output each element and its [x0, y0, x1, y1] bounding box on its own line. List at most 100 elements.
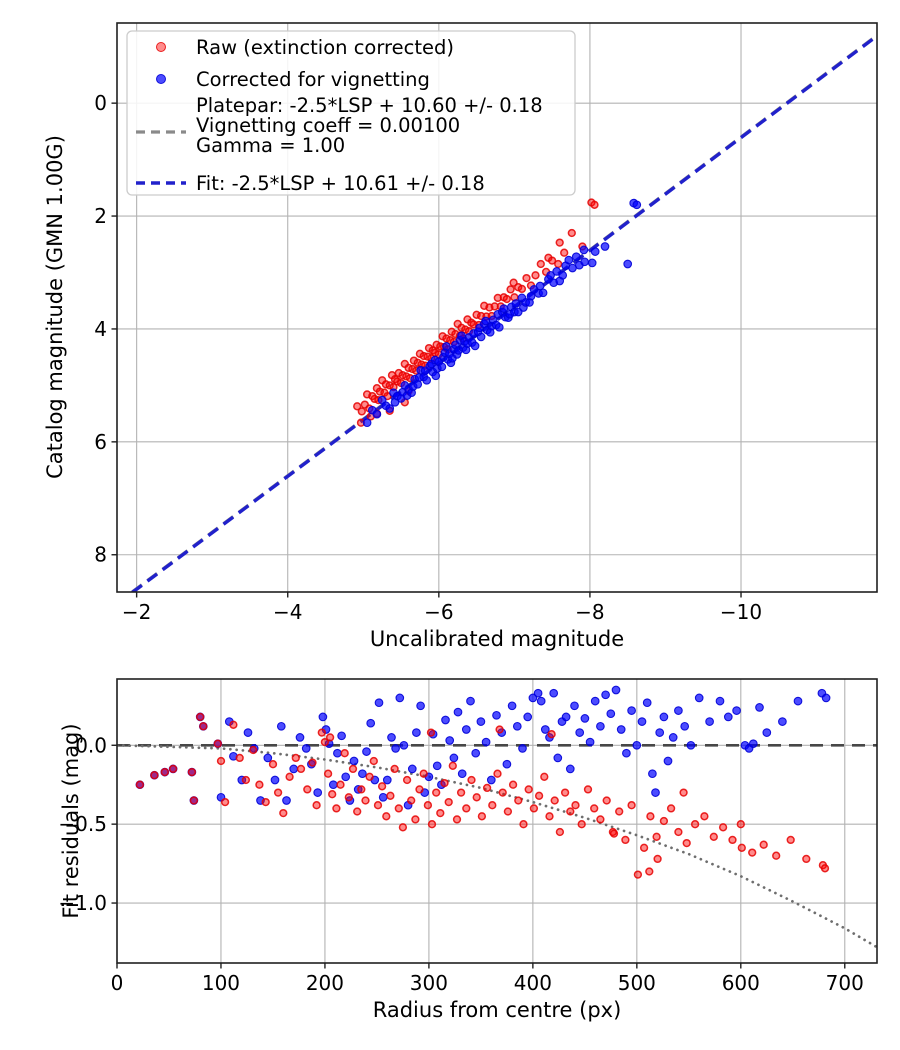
data-point-blue	[328, 780, 338, 790]
data-point-red	[560, 248, 569, 257]
data-point-red	[235, 753, 244, 763]
data-point-red	[328, 790, 337, 799]
data-point-red	[820, 864, 830, 873]
data-point-red	[348, 764, 358, 774]
data-point-blue	[318, 712, 328, 722]
data-point-red	[550, 796, 559, 805]
data-point-red	[365, 772, 374, 781]
data-point-red	[336, 780, 345, 789]
data-point-red	[255, 780, 264, 789]
data-point-red	[772, 851, 781, 860]
data-point-blue	[694, 693, 704, 703]
data-point-red	[517, 284, 527, 294]
data-point-red	[506, 285, 515, 294]
data-point-blue	[705, 717, 714, 726]
data-point-blue	[270, 775, 280, 785]
y-tick-label: 8	[94, 543, 107, 567]
data-point-red	[472, 793, 481, 802]
data-point-blue	[518, 744, 527, 753]
data-point-red	[547, 730, 556, 739]
data-point-blue	[748, 739, 758, 749]
data-point-red	[524, 785, 533, 794]
legend-label-raw: Raw (extinction corrected)	[196, 36, 454, 59]
data-point-red	[493, 293, 502, 303]
data-point-red	[674, 827, 683, 837]
data-point-blue	[437, 362, 447, 372]
data-point-blue	[732, 706, 741, 715]
data-point-red	[666, 804, 676, 813]
data-point-blue	[632, 200, 642, 210]
data-point-red	[571, 801, 580, 810]
data-point-red	[440, 778, 449, 788]
data-point-red	[323, 769, 333, 778]
data-point-red	[802, 854, 811, 864]
data-point-blue	[341, 772, 351, 782]
data-point-red	[786, 835, 795, 845]
data-point-blue	[540, 725, 550, 734]
data-point-red	[229, 720, 238, 729]
data-point-blue	[282, 796, 291, 805]
data-point-blue	[627, 706, 636, 715]
data-point-red	[353, 402, 362, 411]
top-xaxis-label: Uncalibrated magnitude	[370, 627, 624, 651]
data-point-red	[659, 816, 669, 826]
data-point-red	[560, 788, 570, 797]
data-point-blue	[606, 709, 616, 719]
data-point-red	[432, 788, 441, 797]
data-point-red	[531, 271, 540, 280]
series-red	[135, 712, 830, 879]
data-point-red	[303, 785, 312, 794]
y-tick-label: 6	[94, 430, 107, 454]
data-point-red	[652, 832, 661, 841]
data-point-blue	[486, 775, 496, 785]
data-point-blue	[407, 764, 417, 774]
top-axes: −2 −4 −6 −8 −10 0 2 4 6 8	[94, 22, 878, 624]
legend: Raw (extinction corrected) Corrected for…	[126, 30, 576, 196]
data-point-blue	[632, 740, 642, 750]
data-point-red	[426, 728, 436, 737]
data-point-blue	[590, 696, 600, 706]
data-point-red	[627, 801, 636, 810]
data-point-red	[220, 797, 230, 807]
data-point-red	[690, 820, 700, 829]
data-point-red	[312, 801, 321, 810]
data-point-red	[291, 753, 300, 763]
data-point-red	[536, 259, 545, 269]
data-point-red	[602, 796, 611, 805]
data-point-red	[273, 788, 283, 797]
data-point-blue	[580, 714, 590, 723]
data-point-blue	[564, 255, 574, 265]
data-point-red	[199, 722, 208, 731]
data-point-red	[737, 843, 746, 852]
data-point-red	[344, 793, 353, 802]
data-point-red	[534, 791, 544, 800]
data-point-blue	[552, 267, 562, 276]
data-point-red	[456, 788, 466, 797]
data-point-blue	[374, 698, 384, 708]
data-point-red	[477, 812, 487, 821]
data-point-red	[168, 764, 178, 774]
data-point-red	[583, 785, 593, 794]
data-point-blue	[502, 759, 512, 769]
data-point-red	[621, 835, 630, 845]
data-point-blue	[337, 731, 346, 741]
data-point-blue	[538, 288, 548, 298]
data-point-red	[596, 815, 605, 824]
x-tick-label: −8	[575, 600, 604, 624]
axes-frame	[116, 678, 878, 964]
y-tick-label: −1.0	[58, 891, 107, 915]
data-point-blue	[558, 270, 568, 280]
legend-red-marker-icon	[156, 42, 166, 52]
legend-label-platepar-2: Vignetting coeff = 0.00100	[196, 114, 460, 137]
data-point-red	[590, 804, 599, 813]
data-point-blue	[313, 788, 323, 797]
data-point-red	[495, 725, 504, 734]
data-point-red	[645, 867, 654, 876]
data-point-red	[241, 775, 251, 785]
data-point-red	[467, 775, 476, 785]
data-point-red	[590, 200, 599, 209]
data-point-red	[415, 785, 424, 794]
data-point-red	[502, 294, 511, 304]
data-point-blue	[442, 342, 451, 351]
data-point-red	[373, 801, 383, 810]
